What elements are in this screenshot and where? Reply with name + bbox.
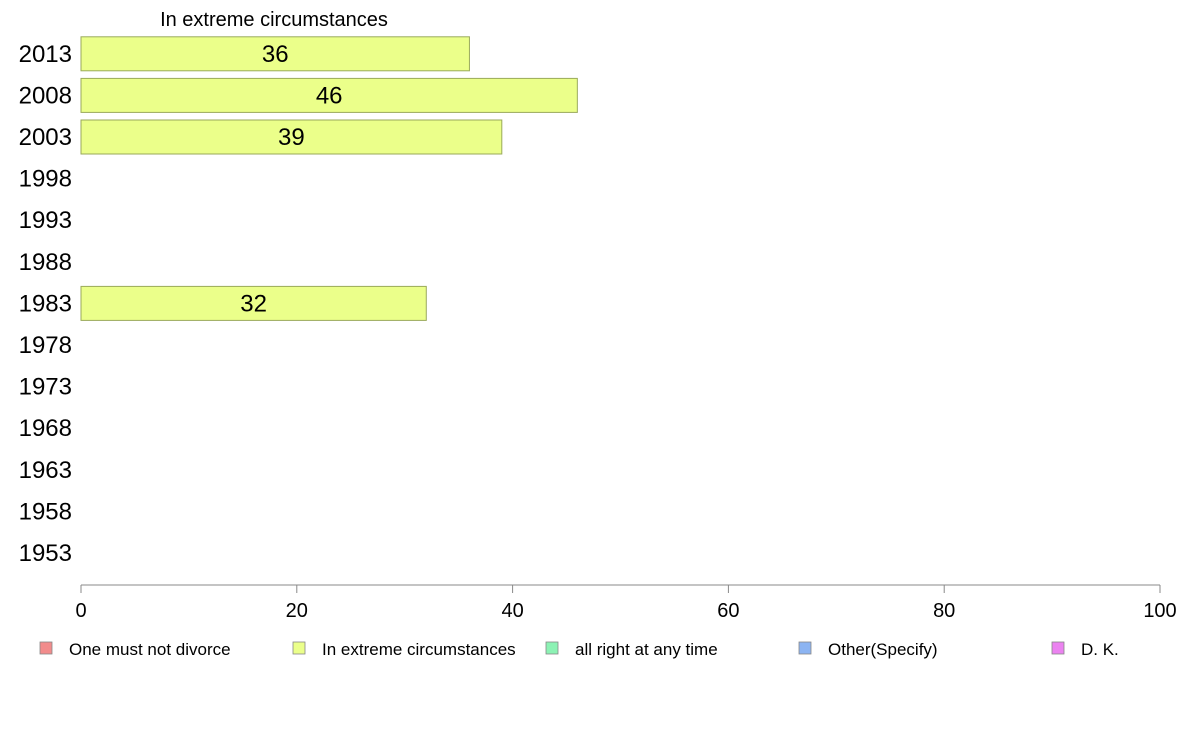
y-tick-label-1988: 1988 — [19, 249, 72, 276]
legend-swatch-3 — [798, 641, 812, 655]
legend-label-4: D. K. — [1081, 640, 1119, 659]
legend-label-2: all right at any time — [575, 640, 718, 659]
x-tick-label-60: 60 — [717, 600, 739, 622]
y-tick-label-2013: 2013 — [19, 41, 72, 68]
legend-label-0: One must not divorce — [69, 640, 231, 659]
legend-swatch-4 — [1051, 641, 1065, 655]
y-tick-label-2003: 2003 — [19, 124, 72, 151]
x-axis: 0 20 40 60 80 100 — [75, 584, 1177, 622]
y-axis-labels: 2013 2008 2003 1998 1993 1988 1983 1978 1973 1968… — [19, 41, 72, 567]
chart-title: In extreme circumstances — [160, 9, 388, 31]
y-tick-label-2008: 2008 — [19, 82, 72, 109]
x-tick-label-80: 80 — [933, 600, 955, 622]
data-label-2003: 39 — [278, 124, 305, 151]
x-tick-label-0: 0 — [75, 600, 86, 622]
x-tick-label-20: 20 — [286, 600, 308, 622]
legend-label-3: Other(Specify) — [828, 640, 938, 659]
y-tick-label-1958: 1958 — [19, 498, 72, 525]
legend-swatch-0 — [39, 641, 53, 655]
y-tick-label-1998: 1998 — [19, 166, 72, 193]
data-label-1983: 32 — [240, 290, 267, 317]
x-tick-label-40: 40 — [501, 600, 523, 622]
data-label-2008: 46 — [316, 82, 343, 109]
y-tick-label-1953: 1953 — [19, 540, 72, 567]
y-tick-label-1993: 1993 — [19, 207, 72, 234]
bars-layer: 36 46 39 32 — [80, 36, 578, 321]
y-tick-label-1963: 1963 — [19, 457, 72, 484]
legend-swatch-2 — [545, 641, 559, 655]
legend-label-1: In extreme circumstances — [322, 640, 516, 659]
y-tick-label-1973: 1973 — [19, 374, 72, 401]
y-tick-label-1968: 1968 — [19, 415, 72, 442]
data-label-2013: 36 — [262, 41, 289, 68]
legend-swatch-1 — [292, 641, 306, 655]
bar-1983 — [80, 285, 427, 321]
y-tick-label-1983: 1983 — [19, 290, 72, 317]
bar-2008 — [80, 77, 578, 113]
bar-2013 — [80, 36, 470, 72]
legend: One must not divorce In extreme circumsta… — [39, 640, 1119, 659]
y-tick-label-1978: 1978 — [19, 332, 72, 359]
x-tick-label-100: 100 — [1143, 600, 1176, 622]
bar-2003 — [80, 119, 503, 155]
